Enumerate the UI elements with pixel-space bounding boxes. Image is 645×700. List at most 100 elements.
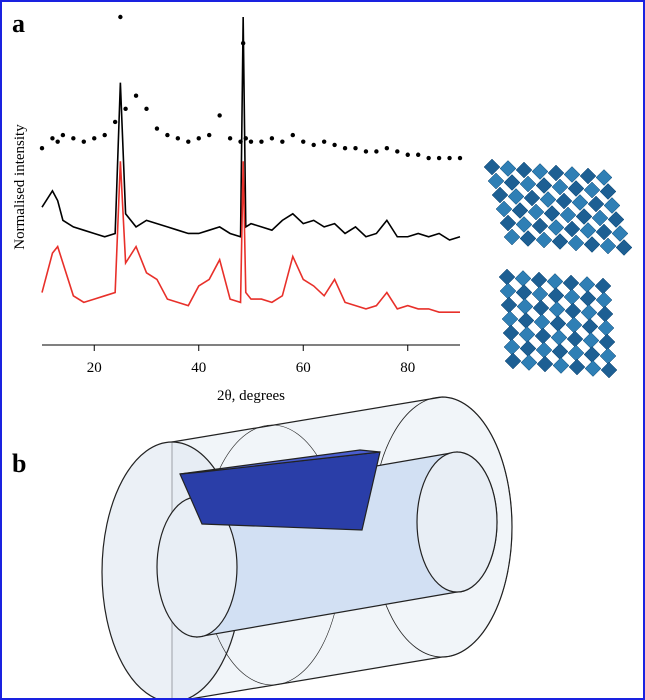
octahedron [531, 163, 549, 180]
octahedron [599, 183, 617, 200]
data-point [186, 139, 191, 144]
data-point [321, 139, 327, 144]
data-point [50, 136, 55, 141]
octahedron [519, 230, 537, 247]
data-point [426, 155, 431, 161]
octahedron [611, 225, 629, 242]
octahedron [535, 177, 553, 194]
octahedron [563, 166, 581, 183]
octahedron [546, 273, 564, 290]
data-point [280, 139, 285, 144]
data-point [55, 139, 60, 144]
octahedron [519, 340, 537, 357]
octahedron [549, 315, 567, 332]
octahedron [583, 346, 601, 363]
octahedron [523, 189, 541, 207]
octahedron [600, 361, 618, 379]
octahedron [483, 158, 501, 176]
octahedron [531, 217, 549, 235]
octahedron [562, 274, 580, 292]
data-point [39, 146, 45, 151]
octahedron [503, 338, 521, 356]
inner-end [416, 451, 498, 593]
octahedron [503, 228, 521, 246]
octahedron [579, 290, 597, 307]
octahedron [595, 291, 613, 309]
octahedron [555, 192, 573, 210]
octahedron [547, 164, 565, 182]
data-point [133, 93, 139, 98]
data-point [374, 149, 379, 154]
data-point [395, 149, 400, 154]
octahedron [535, 341, 553, 359]
octahedron [579, 167, 597, 185]
octahedron [527, 203, 545, 221]
octahedron [491, 186, 509, 204]
octahedron [504, 352, 522, 370]
octahedron [511, 202, 529, 219]
octahedron [615, 239, 633, 256]
octahedron [532, 299, 550, 317]
octahedron [583, 181, 601, 199]
data-point [112, 119, 118, 125]
octahedron [518, 326, 536, 343]
data-point [332, 142, 337, 148]
octahedron [500, 296, 518, 314]
octahedron [583, 236, 601, 253]
octahedron [551, 233, 569, 250]
data-point [301, 139, 306, 144]
octahedron [547, 287, 565, 304]
octahedron [530, 271, 548, 289]
octahedron [563, 220, 581, 238]
data-point [175, 136, 181, 141]
octahedron [595, 169, 613, 186]
octahedron [566, 330, 584, 348]
x-tick-label: 20 [87, 360, 102, 376]
trace [41, 161, 460, 313]
data-point [207, 132, 212, 138]
octahedron [552, 357, 570, 374]
data-point [363, 149, 369, 154]
octahedron [501, 310, 519, 328]
octahedron [517, 312, 535, 329]
octahedron [533, 313, 551, 331]
cylinder-diagram [101, 396, 513, 698]
crystal-top [179, 449, 381, 475]
octahedron [516, 298, 534, 315]
octahedron [597, 319, 615, 337]
octahedron [596, 305, 614, 323]
octahedron [507, 188, 525, 205]
x-tick-label: 40 [191, 360, 206, 376]
data-point [436, 155, 442, 161]
data-point [154, 126, 160, 131]
data-point [81, 139, 87, 144]
octahedron [599, 237, 617, 255]
data-point [60, 132, 66, 138]
octahedron [567, 234, 585, 252]
octahedron [543, 205, 561, 222]
octahedron [580, 304, 598, 321]
octahedron [595, 223, 613, 241]
octahedron [499, 160, 517, 177]
x-tick-label: 60 [296, 360, 311, 376]
data-point [405, 152, 410, 157]
octahedron [607, 211, 625, 228]
octahedron [499, 282, 517, 300]
data-point [447, 155, 452, 161]
octahedron [535, 231, 553, 249]
octahedron [503, 174, 521, 191]
octahedron [495, 200, 513, 218]
octahedron [551, 178, 569, 196]
data-point [118, 14, 123, 20]
data-point [92, 136, 97, 141]
trace [41, 16, 461, 241]
octahedron [502, 324, 520, 342]
octahedron [565, 316, 583, 334]
octahedron [587, 195, 605, 213]
y-axis-label: Normalised intensity [12, 124, 28, 250]
data-point [248, 139, 254, 144]
octahedron [567, 344, 585, 362]
data-point [196, 136, 201, 141]
octahedron [571, 194, 589, 211]
